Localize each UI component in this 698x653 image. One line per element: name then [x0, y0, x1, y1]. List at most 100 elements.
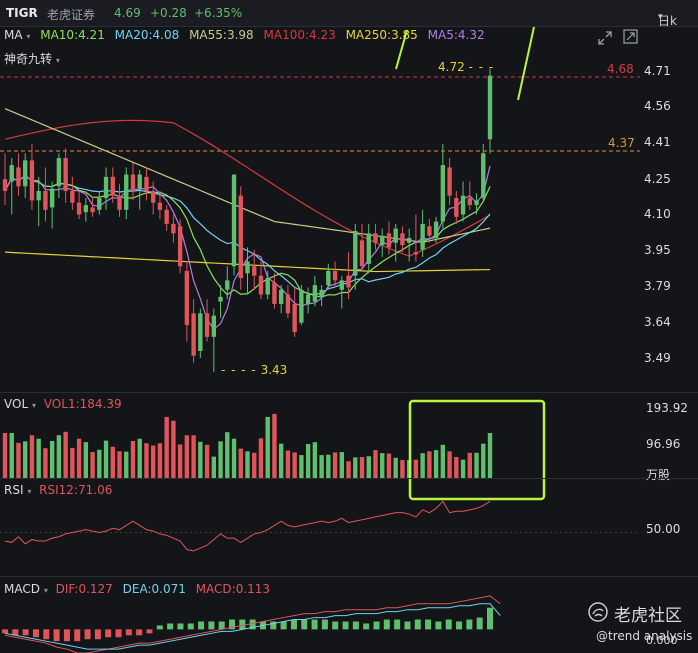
- candle-body: [29, 160, 35, 201]
- ma-label[interactable]: MA ▾: [4, 28, 31, 42]
- volume-bar: [272, 413, 277, 478]
- macd-histogram-bar: [22, 629, 29, 636]
- volume-bar: [157, 443, 163, 478]
- ticker-symbol[interactable]: TIGR: [6, 6, 38, 20]
- volume-bar: [231, 438, 237, 478]
- ma55-value: MA55:3.98: [189, 28, 254, 42]
- candle-body: [447, 167, 452, 196]
- macd-histogram-bar: [270, 621, 277, 630]
- candle-body: [326, 270, 331, 286]
- candle-body: [305, 294, 311, 304]
- macd-histogram-bar: [435, 621, 442, 630]
- candle-body: [278, 289, 284, 304]
- chevron-down-icon: ▾: [658, 12, 663, 22]
- macd-histogram-bar: [115, 629, 122, 638]
- macd-histogram-bar: [177, 623, 184, 630]
- macd-histogram-bar: [208, 621, 215, 630]
- candle-body: [225, 280, 230, 290]
- candle-body: [117, 195, 122, 210]
- indicator-selector[interactable]: 神奇九转 ▾: [4, 50, 60, 67]
- expand-icon[interactable]: [598, 30, 612, 45]
- quote-bar: TIGR 老虎证券 4.69 +0.28 +6.35% 日k ▾: [0, 0, 698, 28]
- volume-bar: [285, 450, 291, 478]
- macd-histogram-bar: [487, 607, 493, 630]
- macd-label[interactable]: MACD ▾: [4, 582, 48, 596]
- period-label: 日k: [658, 14, 677, 28]
- candle-body: [177, 226, 183, 267]
- divider: [0, 576, 698, 577]
- volume-bar: [9, 432, 14, 478]
- ma-legend: MA ▾ MA10:4.21 MA20:4.08 MA55:3.98 MA100…: [4, 28, 485, 42]
- volume-bar: [427, 451, 432, 478]
- ma5-value: MA5:4.32: [427, 28, 485, 42]
- volume-bar: [43, 448, 48, 478]
- macd-histogram-bar: [32, 629, 39, 638]
- volume-bar: [353, 457, 358, 478]
- volume-bar: [144, 443, 149, 478]
- volume-bar: [36, 438, 41, 478]
- volume-bar: [359, 457, 365, 478]
- volume-bar: [76, 438, 82, 478]
- broker-name: 老虎证券: [47, 8, 96, 22]
- macd-histogram-bar: [404, 621, 411, 630]
- support-line-label: 4.37: [608, 136, 635, 150]
- caret-down-icon: ▾: [55, 56, 60, 65]
- candle-body: [70, 190, 75, 203]
- volume-bar: [292, 452, 297, 478]
- candle-body: [359, 240, 365, 267]
- macd-histogram-bar: [74, 629, 81, 642]
- candle-body: [292, 303, 297, 333]
- candle-body: [56, 158, 62, 187]
- candle-body: [339, 280, 344, 290]
- macd-header: MACD ▾ DIF:0.127 DEA:0.071 MACD:0.113: [4, 582, 270, 596]
- volume-bar: [400, 460, 405, 478]
- volume-bar: [339, 452, 344, 478]
- candle-body: [238, 195, 243, 279]
- volume-bar: [413, 459, 419, 478]
- community-logo-icon: [587, 601, 609, 623]
- volume-bar: [346, 461, 351, 478]
- volume-bar: [56, 435, 62, 478]
- candle-body: [2, 179, 8, 191]
- macd-histogram-bar: [342, 621, 349, 630]
- last-price: 4.69: [114, 6, 141, 20]
- price-change-pct: +6.35%: [194, 6, 243, 20]
- macd-histogram-bar: [445, 619, 452, 630]
- volume-bar: [326, 454, 331, 478]
- volume-bar: [447, 451, 452, 478]
- rsi-label[interactable]: RSI ▾: [4, 483, 32, 497]
- volume-bar: [151, 445, 156, 478]
- candle-body: [191, 313, 196, 356]
- macd-histogram-bar: [290, 619, 297, 630]
- volume-bar: [319, 455, 324, 478]
- candle-body: [218, 296, 223, 302]
- volume-bar: [103, 440, 109, 478]
- candle-body: [299, 289, 304, 323]
- volume-axis-top: 193.92: [646, 401, 688, 415]
- macd-histogram-bar: [476, 617, 483, 630]
- trendline-mark: [395, 29, 408, 70]
- watermark-brand: 老虎社区: [614, 606, 682, 626]
- volume-bar: [29, 435, 35, 478]
- volume-label[interactable]: VOL ▾: [4, 397, 36, 411]
- caret-down-icon: ▾: [43, 586, 48, 595]
- fullscreen-icon[interactable]: [623, 29, 638, 44]
- candle-body: [23, 160, 28, 187]
- rsi-value: RSI12:71.06: [39, 483, 113, 497]
- caret-down-icon: ▾: [26, 32, 31, 41]
- candle-body: [204, 313, 210, 337]
- volume-bar: [265, 416, 270, 478]
- macd-axis-zero: 0.000: [646, 634, 678, 647]
- macd-histogram-bar: [94, 629, 101, 640]
- macd-histogram-bar: [456, 621, 463, 630]
- candle-body: [49, 188, 55, 208]
- volume-bar: [218, 441, 223, 478]
- candle-body: [198, 313, 203, 351]
- caret-down-icon: ▾: [31, 401, 36, 410]
- ma100-value: MA100:4.23: [263, 28, 336, 42]
- volume-bar: [238, 448, 243, 478]
- volume-bar: [460, 459, 466, 478]
- volume-bar: [393, 457, 398, 478]
- price-change: +0.28: [150, 6, 187, 20]
